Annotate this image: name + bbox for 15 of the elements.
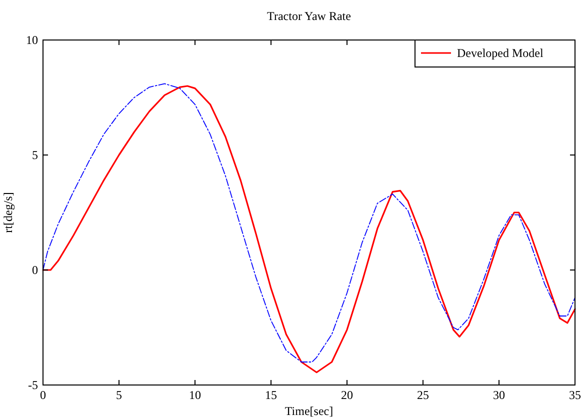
- x-tick-label: 5: [116, 388, 122, 402]
- legend-label: Developed Model: [457, 46, 544, 60]
- x-tick-label: 15: [265, 388, 277, 402]
- x-tick-label: 10: [189, 388, 201, 402]
- x-tick-label: 35: [569, 388, 581, 402]
- x-axis-title: Time[sec]: [284, 404, 334, 418]
- chart-title: Tractor Yaw Rate: [267, 9, 351, 23]
- y-tick-label: 10: [26, 33, 38, 47]
- y-axis-title: rt[deg/s]: [1, 192, 15, 233]
- y-tick-label: 5: [32, 148, 38, 162]
- y-tick-label: 0: [32, 263, 38, 277]
- x-tick-label: 30: [493, 388, 505, 402]
- x-tick-label: 25: [417, 388, 429, 402]
- x-tick-label: 20: [341, 388, 353, 402]
- y-tick-label: -5: [28, 378, 38, 392]
